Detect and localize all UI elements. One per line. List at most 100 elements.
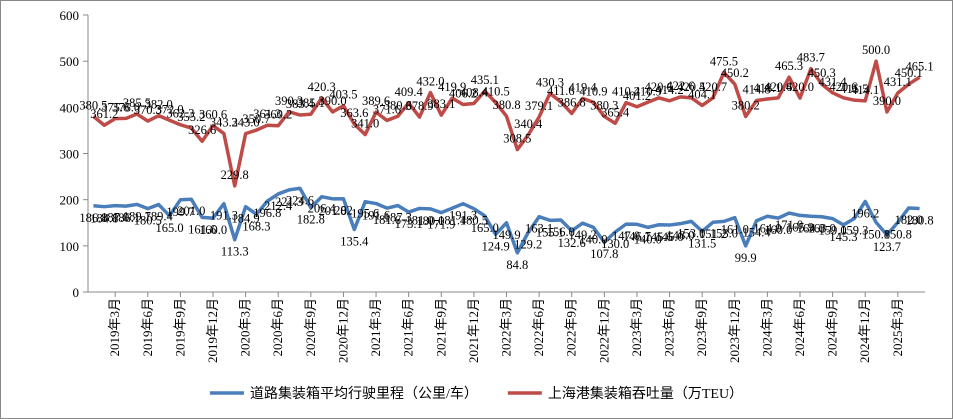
data-label: 199.7 [166,205,194,219]
data-label: 410.2 [612,85,640,99]
y-tick-label: 200 [60,193,80,208]
x-tick-label: 2024年9月 [825,298,840,357]
data-label: 165.0 [155,221,183,235]
x-tick-label: 2020年9月 [303,298,318,357]
data-label: 450.2 [721,66,749,80]
data-label: 410.5 [482,84,510,98]
data-label: 380.5 [79,98,107,112]
data-label: 414.1 [851,83,879,97]
data-label: 140.0 [579,232,607,246]
data-label: 150.8 [884,227,912,241]
data-label: 124.9 [482,239,510,253]
data-label: 403.5 [329,88,357,102]
data-label: 419.9 [438,80,466,94]
data-label: 153.0 [677,226,705,240]
x-tick-label: 2021年9月 [433,298,448,357]
data-label: 390.3 [275,94,303,108]
x-tick-label: 2023年6月 [662,298,677,357]
data-label: 411.6 [547,84,575,98]
data-label: 155.1 [536,225,564,239]
data-label: 147.0 [612,229,640,243]
data-label: 84.8 [506,258,528,272]
data-label: 308.5 [503,132,531,146]
data-label: 135.4 [340,234,369,248]
data-label: 153.0 [710,226,738,240]
data-label: 156.0 [547,225,575,239]
data-label: 148.0 [666,229,694,243]
x-tick-label: 2025年3月 [890,298,905,357]
data-label: 409.4 [395,85,424,99]
data-label: 221.3 [275,195,303,209]
data-label: 483.7 [797,51,825,65]
data-label: 212.4 [264,199,293,213]
y-tick-label: 600 [60,8,80,23]
data-label: 360.6 [199,108,227,122]
y-tick-label: 300 [60,147,80,162]
data-label: 186.8 [79,211,107,225]
data-label: 390.0 [319,94,347,108]
data-label: 189.4 [145,210,174,224]
data-label: 380.2 [732,98,760,112]
y-tick-label: 400 [60,100,80,115]
data-label: 180.8 [906,214,934,228]
x-tick-label: 2020年3月 [238,298,253,357]
data-label: 229.8 [221,168,249,182]
data-label: 160.0 [199,223,227,237]
data-label: 383.4 [286,97,315,111]
data-label: 195.6 [351,207,379,221]
data-label: 165.9 [786,220,814,234]
data-label: 191.6 [362,209,390,223]
data-label: 113.3 [221,245,249,259]
data-label: 99.9 [735,251,757,265]
data-label: 181.0 [405,213,433,227]
data-label: 140.0 [634,232,662,246]
series-line [93,186,920,255]
legend-label: 上海港集装箱吞吐量（万TEU） [548,385,743,402]
data-label: 355.2 [177,110,205,124]
data-label: 184.9 [232,212,260,226]
data-label: 161.6 [188,222,216,236]
data-label: 159.0 [819,224,847,238]
data-label: 350.7 [242,112,270,126]
x-tick-label: 2023年9月 [694,298,709,357]
data-label: 132.6 [558,236,586,250]
data-label: 171.0 [775,218,803,232]
data-label: 206.4 [308,202,337,216]
data-label: 129.2 [514,237,542,251]
data-label: 420.5 [677,80,705,94]
data-label: 361.2 [90,107,118,121]
y-tick-label: 100 [60,239,80,254]
data-label: 375.6 [101,101,129,115]
data-label: 420.7 [699,80,727,94]
x-tick-label: 2023年12月 [727,298,742,363]
x-tick-label: 2021年3月 [368,298,383,357]
data-label: 196.8 [253,206,281,220]
data-label: 180.5 [134,214,162,228]
data-label: 378.9 [405,99,433,113]
x-tick-label: 2019年6月 [140,298,155,357]
data-label: 414.8 [742,83,770,97]
x-tick-label: 2024年6月 [792,298,807,357]
data-label: 420.6 [764,80,792,94]
data-label: 431.4 [819,75,848,89]
data-label: 164.0 [753,221,781,235]
data-label: 365.4 [601,105,630,119]
data-label: 380.3 [590,98,618,112]
data-label: 390.0 [873,94,901,108]
data-label: 389.6 [362,94,390,108]
x-tick-label: 2022年12月 [596,298,611,363]
data-label: 340.4 [514,117,543,131]
data-label: 202 [334,204,353,218]
x-tick-label: 2020年12月 [335,298,350,363]
data-label: 343.2 [210,116,238,130]
data-label: 371.6 [373,102,401,116]
y-tick-label: 500 [60,54,80,69]
data-label: 418.1 [753,81,781,95]
legend: 道路集装箱平均行驶里程（公里/车） 上海港集装箱吞吐量（万TEU） [209,385,743,402]
data-label: 180.5 [460,214,488,228]
data-label: 500.0 [862,43,890,57]
data-label: 173.1 [395,217,423,231]
data-label: 431.1 [884,75,912,89]
data-label: 224.6 [286,193,314,207]
